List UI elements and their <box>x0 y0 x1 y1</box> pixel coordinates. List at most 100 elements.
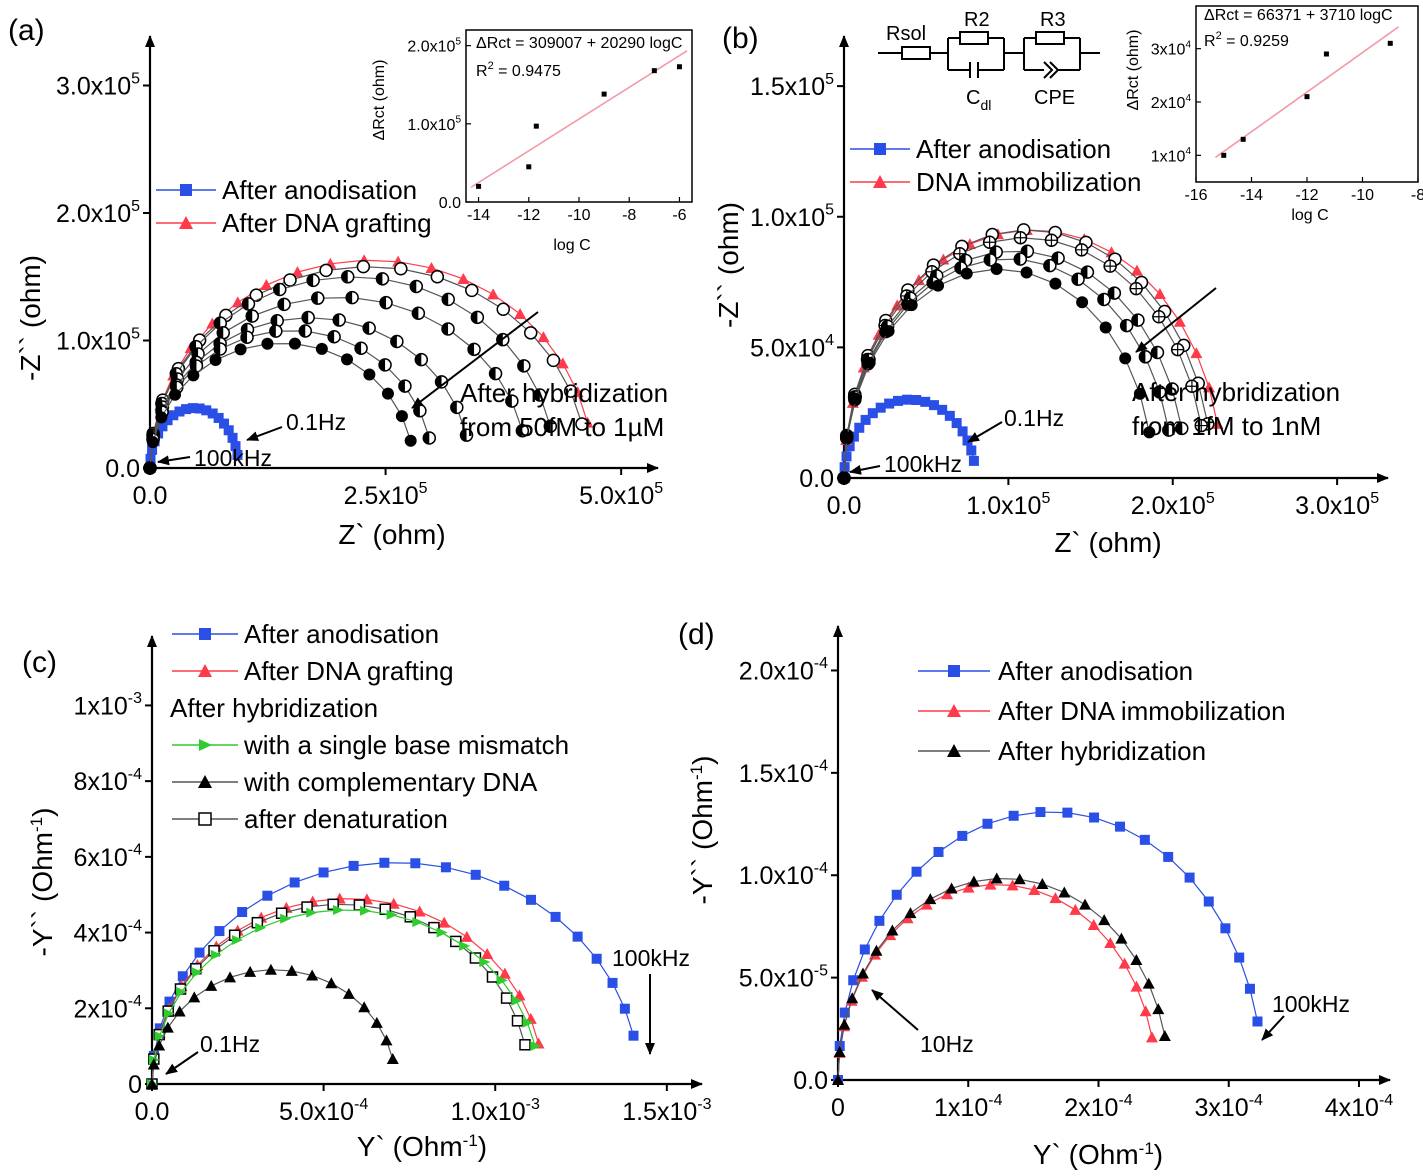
panel-d-ylabel: -Y`` (Ohm-1) <box>687 756 718 905</box>
point-c-2-14 <box>404 911 417 923</box>
point-b-5-11 <box>1071 272 1085 287</box>
series-d-1 <box>832 878 1158 1085</box>
ytick-label-d-4: 2.0x10-4 <box>739 655 828 685</box>
inset-point-a-1 <box>526 164 532 170</box>
panel-c-letter: (c) <box>22 646 57 679</box>
legend-c-anodisation: After anodisation <box>244 619 439 649</box>
inset-xtick-label-b-0: -16 <box>1184 187 1207 204</box>
point-b-5-9 <box>1013 252 1028 266</box>
point-a-4-10 <box>379 295 393 310</box>
series-line-d-1 <box>837 884 1153 1081</box>
point-b-3-17 <box>1194 418 1209 433</box>
panel-a-ylabel: -Z`` (ohm) <box>15 255 46 381</box>
point-c-4-9 <box>264 963 277 975</box>
point-c-3-7 <box>231 934 243 945</box>
inset-ytick-label-a-1: 1.0x105 <box>407 115 461 134</box>
annot-b-100khz: 100kHz <box>884 451 962 477</box>
point-c-0-20 <box>591 953 602 964</box>
point-c-3-18 <box>496 975 508 986</box>
point-d-0-21 <box>1234 952 1245 963</box>
point-d-0-11 <box>1008 810 1019 821</box>
ytick-label-c-3: 6x10-4 <box>74 842 143 872</box>
point-a-7-14 <box>404 434 417 447</box>
point-a-0-15 <box>219 418 230 429</box>
point-d-2-1 <box>833 1046 846 1058</box>
point-b-0-2 <box>841 451 852 462</box>
point-c-3-9 <box>280 913 292 924</box>
point-c-4-10 <box>285 964 298 976</box>
point-c-1-18 <box>498 967 511 979</box>
point-b-6-5 <box>905 299 918 312</box>
point-b-4-10 <box>1051 251 1065 265</box>
point-b-3-15 <box>1170 342 1185 357</box>
point-b-3-10 <box>1044 233 1059 248</box>
panel-a-plot: 0.0 2.5x105 5.0x105 0.0 1.0x105 2.0x105 3.0x10… <box>56 35 663 510</box>
panel-a-legend: After anodisation After DNA grafting <box>156 175 432 238</box>
point-c-3-5 <box>192 967 204 978</box>
xtick-label-d-3: 3x10-4 <box>1195 1092 1264 1122</box>
point-b-6-6 <box>932 279 945 292</box>
point-c-0-4 <box>177 971 188 982</box>
inset-xtick-label-b-2: -12 <box>1295 187 1318 204</box>
legend-marker-b-1 <box>873 175 887 188</box>
point-c-4-17 <box>386 1053 399 1065</box>
arrow-a-0-1hz <box>246 426 283 441</box>
point-a-5-13 <box>434 375 449 389</box>
inset-point-a-5 <box>676 64 682 70</box>
legend-c-dna-grafting: After DNA grafting <box>244 656 454 686</box>
point-c-3-10 <box>306 907 318 918</box>
point-b-5-12 <box>1097 292 1111 307</box>
point-a-7-13 <box>395 410 408 423</box>
legend-marker-c-5 <box>198 812 212 826</box>
panel-a: (a) 0.0 2.5x105 5.0x105 0.0 1.0x105 2.0x105 3.… <box>8 14 693 550</box>
xtick-label-d-4: 4x10-4 <box>1325 1092 1394 1122</box>
panel-c-xlabel: Y` (Ohm-1) <box>357 1131 487 1162</box>
point-a-3-10 <box>375 272 390 286</box>
point-d-2-11 <box>990 872 1003 884</box>
point-a-6-14 <box>422 431 437 445</box>
inset-point-b-4 <box>1387 40 1393 46</box>
point-a-4-6 <box>245 309 259 323</box>
panel-b-inset-plot: -16 -14 -12 -10 -8 1x104 2x104 3x104 <box>1151 5 1423 204</box>
panel-b-legend: After anodisation DNA immobilization <box>850 134 1141 197</box>
point-a-5-10 <box>362 321 376 335</box>
point-d-0-23 <box>1252 1016 1263 1027</box>
point-b-0-8 <box>875 402 886 413</box>
point-d-0-1 <box>834 1041 845 1052</box>
annot-b-range: from 1fM to 1nM <box>1132 411 1321 441</box>
inset-point-a-3 <box>601 91 607 97</box>
point-d-2-0 <box>832 1074 844 1085</box>
point-b-6-1 <box>840 431 853 444</box>
point-c-0-10 <box>318 867 329 878</box>
inset-ytick-label-a-0: 0.0 <box>439 195 461 212</box>
point-a-3-15 <box>517 359 531 373</box>
point-a-1-14 <box>487 288 500 300</box>
point-d-1-16 <box>1087 918 1100 930</box>
point-d-2-12 <box>1013 873 1026 885</box>
point-d-2-20 <box>1152 1003 1165 1015</box>
point-b-5-8 <box>983 253 998 267</box>
xtick-label-c-1: 5.0x10-4 <box>279 1096 368 1126</box>
point-a-3-11 <box>409 279 424 294</box>
point-c-4-16 <box>380 1034 393 1046</box>
point-b-6-12 <box>1099 321 1112 334</box>
point-a-3-8 <box>306 273 320 288</box>
point-d-0-15 <box>1115 821 1126 832</box>
point-b-6-15 <box>1143 426 1156 439</box>
point-c-0-8 <box>262 890 273 901</box>
inset-a-xlabel: log C <box>553 237 590 254</box>
point-d-1-20 <box>1139 1005 1152 1017</box>
series-b-0 <box>839 394 979 483</box>
annot-a-range: from 50fM to 1µM <box>460 412 664 442</box>
xtick-label-b-2: 2.0x105 <box>1131 490 1215 520</box>
point-a-4-8 <box>311 291 325 305</box>
arrow-a-100khz <box>157 455 191 466</box>
ytick-label-c-2: 4x10-4 <box>74 917 143 947</box>
point-a-0-14 <box>213 412 224 423</box>
series-b-6 <box>838 263 1156 484</box>
ytick-label-b-3: 1.5x105 <box>750 71 834 101</box>
legend-marker-d-2 <box>947 744 961 757</box>
point-a-0-7 <box>168 410 179 421</box>
point-d-0-5 <box>874 915 885 926</box>
point-c-0-7 <box>237 907 248 918</box>
